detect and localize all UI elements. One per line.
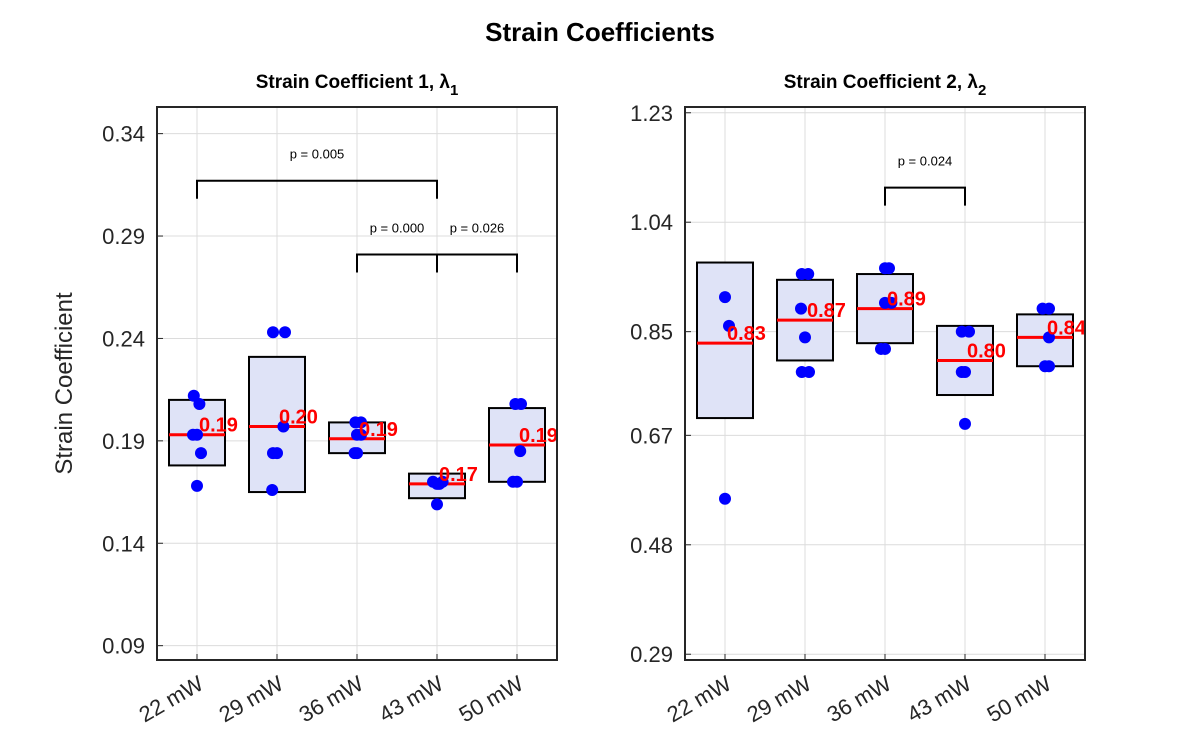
significance-label: p = 0.005 [290, 147, 345, 162]
median-label-1: 0.20 [279, 407, 318, 429]
panel-title-text: Strain Coefficient 1, λ [256, 72, 451, 93]
panel-title: Strain Coefficient 1, λ1 [256, 72, 459, 99]
data-point [351, 447, 363, 460]
data-point [963, 325, 975, 338]
data-point [799, 331, 811, 344]
y-tick-label: 0.85 [630, 320, 673, 345]
data-point [514, 445, 527, 458]
y-tick-label: 0.34 [102, 122, 145, 147]
y-tick-label: 0.24 [102, 326, 145, 351]
median-label-2: 0.19 [359, 419, 398, 441]
significance-label: p = 0.000 [370, 220, 425, 235]
data-point [515, 397, 527, 410]
y-axis-label: Strain Coefficient [51, 292, 78, 475]
significance-bracket [436, 253, 518, 273]
data-point [723, 319, 735, 332]
data-point [719, 492, 731, 505]
data-point [277, 420, 290, 433]
data-point [719, 291, 731, 304]
data-point [883, 262, 895, 275]
significance-label: p = 0.026 [450, 220, 505, 235]
data-point [271, 447, 283, 460]
data-point [511, 475, 523, 488]
data-point [195, 447, 207, 460]
data-point [1043, 302, 1055, 315]
panel-title: Strain Coefficient 2, λ2 [784, 72, 987, 99]
data-point [433, 477, 446, 490]
significance-bracket [884, 186, 966, 206]
data-point [1043, 331, 1055, 344]
y-tick-label: 0.09 [102, 634, 145, 659]
median-label-4: 0.84 [1047, 317, 1087, 339]
median-label-0: 0.19 [199, 415, 238, 437]
data-point [355, 428, 367, 441]
data-point [191, 428, 203, 441]
data-point [959, 365, 971, 378]
data-point [795, 302, 807, 315]
box-0 [696, 261, 754, 420]
data-point [1043, 360, 1055, 373]
y-tick-label: 0.67 [630, 423, 673, 448]
median-label-1: 0.87 [807, 300, 846, 322]
data-point [879, 342, 891, 355]
figure-title: Strain Coefficients [485, 17, 715, 47]
data-point [279, 326, 291, 339]
significance-bracket [196, 179, 438, 199]
axes-frame [156, 106, 558, 661]
panel-title-text: Strain Coefficient 2, λ [784, 72, 979, 93]
data-point [191, 479, 203, 492]
y-tick-label: 0.48 [630, 533, 673, 558]
median-label-3: 0.80 [967, 340, 1006, 362]
y-tick-label: 0.14 [102, 531, 145, 556]
y-tick-label: 0.29 [102, 224, 145, 249]
median-label-3: 0.17 [439, 464, 478, 486]
median-label-4: 0.19 [519, 425, 558, 447]
data-point [355, 416, 367, 429]
data-point [193, 397, 206, 410]
data-point [803, 365, 815, 378]
y-tick-label: 0.29 [630, 642, 673, 667]
data-point [959, 417, 971, 430]
data-point [885, 296, 898, 309]
axes-frame [684, 106, 1086, 661]
panel-title-subscript: 1 [450, 82, 458, 99]
data-point [266, 484, 279, 497]
median-label-2: 0.89 [887, 289, 926, 311]
panel-title-subscript: 2 [978, 82, 986, 99]
significance-label: p = 0.024 [898, 154, 953, 169]
y-tick-label: 1.04 [630, 210, 673, 235]
data-point [267, 326, 279, 339]
median-label-0: 0.83 [727, 323, 766, 345]
panel-strain-coefficient-2: Strain Coefficient 2, λ2 0.29 0.48 0.67 0.85… [630, 72, 1087, 727]
data-point [802, 268, 815, 281]
data-point [431, 498, 443, 511]
y-tick-label: 1.23 [630, 101, 673, 126]
y-tick-label: 0.19 [102, 429, 145, 454]
